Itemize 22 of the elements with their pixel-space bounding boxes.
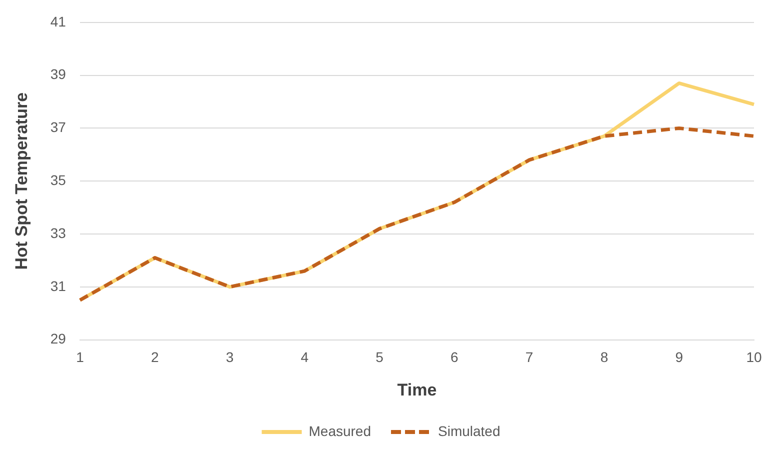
x-tick-label: 10 bbox=[746, 349, 762, 366]
y-axis-title: Hot Spot Temperature bbox=[12, 92, 31, 270]
y-tick-label: 35 bbox=[50, 172, 66, 188]
x-tick-label: 7 bbox=[525, 349, 534, 366]
line-series bbox=[78, 126, 756, 302]
y-tick-label: 39 bbox=[50, 66, 66, 82]
x-tick-label: 4 bbox=[300, 349, 309, 366]
y-tick-label: 31 bbox=[50, 278, 66, 294]
x-axis-title: Time bbox=[397, 380, 437, 400]
x-tick-label: 1 bbox=[76, 349, 84, 366]
y-tick-label: 29 bbox=[50, 330, 66, 347]
x-tick-label: 2 bbox=[150, 349, 159, 366]
x-tick-label: 5 bbox=[376, 349, 384, 366]
x-tick-label: 3 bbox=[226, 349, 234, 366]
x-tick-label: 6 bbox=[450, 349, 459, 366]
y-tick-label: 41 bbox=[50, 13, 66, 30]
legend-label: Simulated bbox=[438, 422, 500, 439]
y-tick-label: 37 bbox=[50, 119, 66, 136]
x-tick-label: 9 bbox=[675, 349, 684, 366]
legend-label: Measured bbox=[308, 422, 372, 439]
x-tick-label: 8 bbox=[600, 349, 608, 366]
y-tick-label: 33 bbox=[50, 224, 66, 241]
